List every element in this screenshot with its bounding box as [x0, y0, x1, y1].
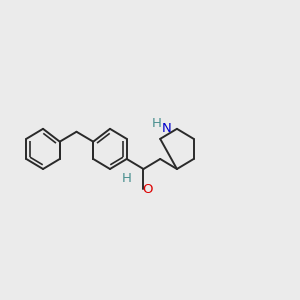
Text: H: H — [122, 172, 132, 185]
Text: H: H — [152, 117, 161, 130]
Text: O: O — [142, 183, 153, 196]
Text: N: N — [161, 122, 171, 135]
